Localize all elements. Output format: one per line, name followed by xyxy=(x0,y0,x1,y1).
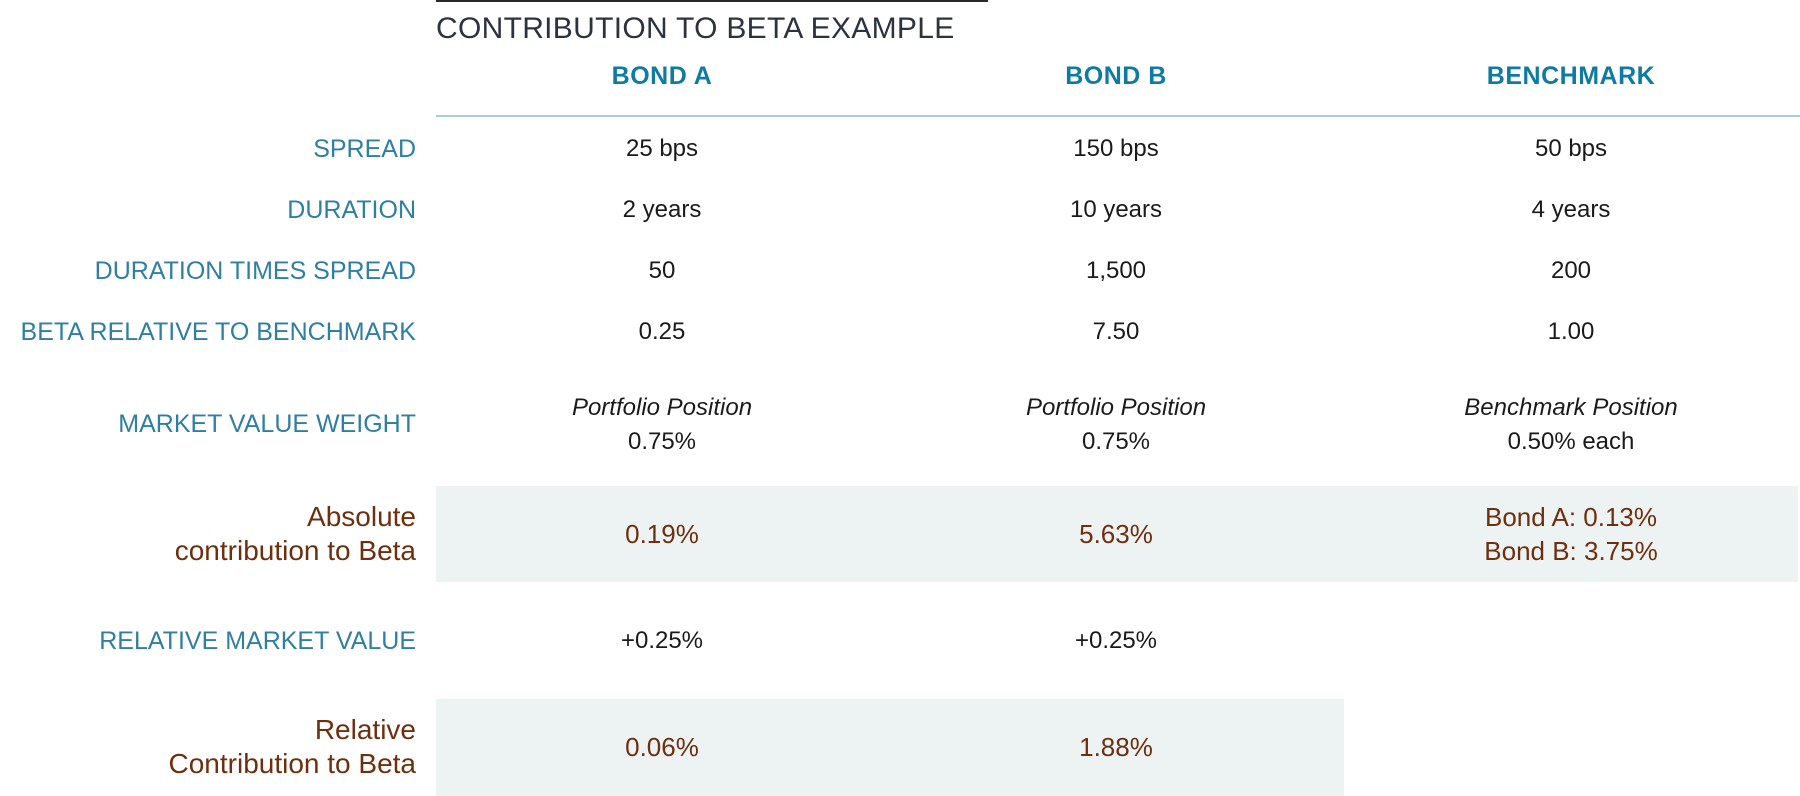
absolute-contribution-band xyxy=(436,486,1798,582)
cell-value: 0.75% xyxy=(1081,428,1151,455)
header-rule xyxy=(436,115,1800,117)
cell-abs-contrib-bond-b: 5.63% xyxy=(1079,519,1153,549)
cell-beta-benchmark: 1.00 xyxy=(1547,318,1595,345)
column-header-benchmark: BENCHMARK xyxy=(1486,62,1656,90)
row-label-spread: SPREAD xyxy=(313,135,416,163)
cell-caption: Portfolio Position xyxy=(571,394,753,421)
cell-beta-bond-b: 7.50 xyxy=(1092,318,1140,345)
cell-spread-bond-a: 25 bps xyxy=(625,135,699,162)
cell-spread-benchmark: 50 bps xyxy=(1534,135,1608,162)
cell-dts-bond-a: 50 xyxy=(648,257,676,284)
cell-mv-weight-bond-a: Portfolio Position 0.75% xyxy=(492,391,832,459)
row-label-beta-relative: BETA RELATIVE TO BENCHMARK xyxy=(20,318,416,346)
cell-caption: Benchmark Position xyxy=(1464,394,1678,421)
label-line: Relative xyxy=(314,714,416,745)
label-line: contribution to Beta xyxy=(174,535,416,566)
cell-duration-benchmark: 4 years xyxy=(1531,196,1611,223)
relative-contribution-band xyxy=(436,699,1344,796)
cell-value: Bond A: 0.13% xyxy=(1484,502,1658,532)
cell-duration-bond-a: 2 years xyxy=(622,196,702,223)
label-line: Absolute xyxy=(307,501,416,532)
cell-duration-bond-b: 10 years xyxy=(1069,196,1163,223)
label-line: Contribution to Beta xyxy=(168,748,417,779)
cell-value: 0.75% xyxy=(627,428,697,455)
row-label-absolute-contribution: Absolute contribution to Beta xyxy=(175,500,416,568)
cell-abs-contrib-benchmark: Bond A: 0.13% Bond B: 3.75% xyxy=(1401,500,1741,568)
cell-rel-mv-bond-a: +0.25% xyxy=(620,627,704,654)
row-label-duration-times-spread: DURATION TIMES SPREAD xyxy=(94,257,416,285)
cell-caption: Portfolio Position xyxy=(1025,394,1207,421)
row-label-relative-contribution: Relative Contribution to Beta xyxy=(169,713,417,781)
title-rule xyxy=(436,0,988,2)
cell-mv-weight-benchmark: Benchmark Position 0.50% each xyxy=(1401,391,1741,459)
cell-rel-mv-bond-b: +0.25% xyxy=(1074,627,1158,654)
cell-rel-contrib-bond-a: 0.06% xyxy=(625,732,699,762)
cell-value: Bond B: 3.75% xyxy=(1484,536,1658,566)
row-label-duration: DURATION xyxy=(287,196,416,224)
cell-abs-contrib-bond-a: 0.19% xyxy=(625,519,699,549)
cell-spread-bond-b: 150 bps xyxy=(1073,135,1159,162)
row-label-market-value-weight: MARKET VALUE WEIGHT xyxy=(118,410,416,438)
cell-dts-bond-b: 1,500 xyxy=(1085,257,1147,284)
row-label-relative-market-value: RELATIVE MARKET VALUE xyxy=(99,627,416,655)
table-title: CONTRIBUTION TO BETA EXAMPLE xyxy=(436,12,955,45)
column-header-bond-b: BOND B xyxy=(1065,62,1167,90)
cell-value: 0.50% each xyxy=(1507,428,1635,455)
cell-dts-benchmark: 200 xyxy=(1550,257,1592,284)
cell-mv-weight-bond-b: Portfolio Position 0.75% xyxy=(946,391,1286,459)
cell-rel-contrib-bond-b: 1.88% xyxy=(1079,732,1153,762)
cell-beta-bond-a: 0.25 xyxy=(638,318,686,345)
column-header-bond-a: BOND A xyxy=(611,62,713,90)
